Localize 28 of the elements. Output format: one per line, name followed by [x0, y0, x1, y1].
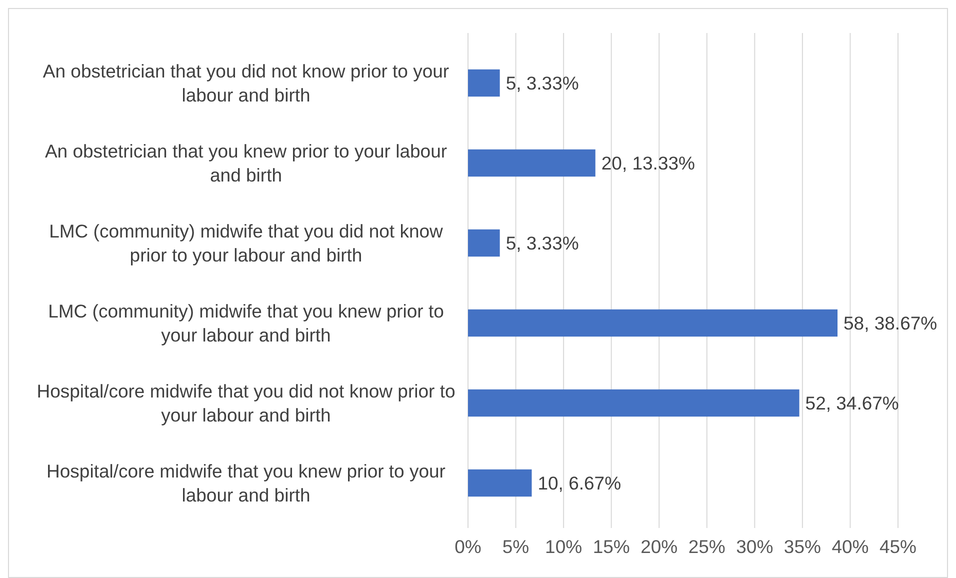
- data-label: 20, 13.33%: [601, 152, 695, 174]
- data-label: 52, 34.67%: [805, 392, 899, 414]
- y-tick-label: An obstetrician that you did not know prior to your labour and birth: [42, 60, 450, 106]
- bar: [468, 229, 500, 257]
- data-label: 10, 6.67%: [538, 472, 622, 494]
- x-tick-label: 20%: [640, 536, 678, 557]
- y-tick-label: Hospital/core midwife that you did not know prior to your labour and birth: [36, 380, 456, 426]
- bar: [468, 309, 838, 337]
- data-label: 5, 3.33%: [506, 72, 579, 94]
- x-tick-label: 45%: [879, 536, 917, 557]
- bar: [468, 69, 500, 97]
- data-label: 5, 3.33%: [506, 232, 579, 254]
- x-tick-label: 10%: [545, 536, 582, 557]
- data-label: 58, 38.67%: [844, 312, 938, 334]
- y-tick-label: An obstetrician that you knew prior to your labour and birth: [44, 140, 448, 186]
- x-tick-label: 40%: [832, 536, 869, 557]
- bar: [468, 469, 532, 497]
- y-tick-label: Hospital/core midwife that you knew prior to your labour and birth: [46, 460, 446, 506]
- y-tick-label: LMC (community) midwife that you did not know prior to your labour and birth: [49, 220, 444, 266]
- x-tick-label: 0%: [454, 536, 482, 557]
- x-tick-label: 5%: [502, 536, 530, 557]
- x-tick-label: 30%: [736, 536, 774, 557]
- x-tick-label: 15%: [592, 536, 630, 557]
- x-tick-label: 35%: [784, 536, 821, 557]
- bar: [468, 389, 800, 417]
- x-tick-label: 25%: [688, 536, 726, 557]
- bar: [468, 149, 596, 177]
- y-tick-label: LMC (community) midwife that you knew prior to your labour and birth: [48, 300, 444, 346]
